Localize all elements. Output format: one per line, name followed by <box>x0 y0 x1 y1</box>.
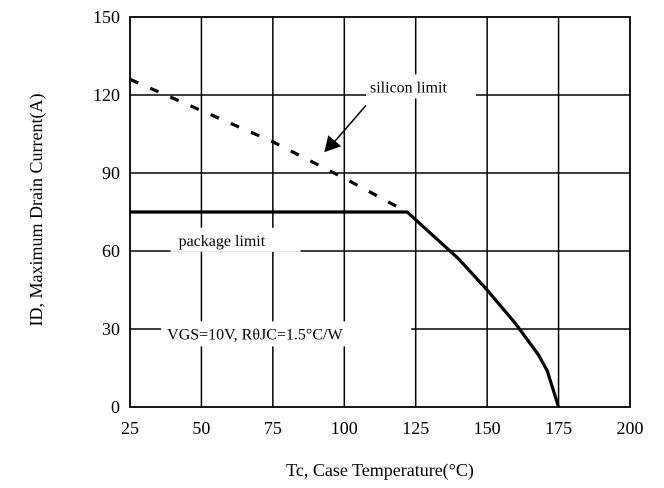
x-tick-label: 100 <box>331 418 358 438</box>
package-limit-label: package limit <box>179 233 266 250</box>
y-axis-title: ID, Maximum Drain Current(A) <box>26 94 47 327</box>
silicon-limit-arrowhead <box>324 135 342 153</box>
package-limit-label-bg <box>170 227 301 252</box>
x-tick-label: 75 <box>264 418 282 438</box>
x-tick-label: 125 <box>402 418 429 438</box>
x-tick-label: 50 <box>192 418 210 438</box>
x-tick-label: 200 <box>617 418 644 438</box>
x-tick-label: 150 <box>474 418 501 438</box>
y-tick-label: 60 <box>102 241 120 261</box>
plot-frame <box>129 16 631 408</box>
tick-labels: 25 50 75 100 125 150 175 200 0 30 60 90 120 150 <box>93 7 644 438</box>
conditions-label: VGS=10V, RθJC=1.5°C/W <box>167 326 343 343</box>
y-tick-label: 120 <box>93 85 120 105</box>
silicon-limit-label-bg <box>366 74 476 99</box>
series-silicon-limit <box>129 77 408 214</box>
y-tick-label: 150 <box>93 7 120 27</box>
plot-border <box>129 16 631 408</box>
x-tick-label: 25 <box>121 418 139 438</box>
y-tick-label: 30 <box>102 319 120 339</box>
y-tick-label: 0 <box>111 397 120 417</box>
series-package-limit <box>130 210 561 408</box>
annotation-layer: silicon limit package limit VGS=10V, RθJC=… <box>161 74 476 347</box>
silicon-limit-arrow <box>331 104 367 145</box>
conditions-label-bg <box>161 321 412 347</box>
silicon-limit-label: silicon limit <box>370 79 447 96</box>
x-axis-title: Tc, Case Temperature(°C) <box>286 460 474 481</box>
series-layer <box>129 77 561 408</box>
y-tick-label: 90 <box>102 163 120 183</box>
x-tick-label: 175 <box>545 418 572 438</box>
